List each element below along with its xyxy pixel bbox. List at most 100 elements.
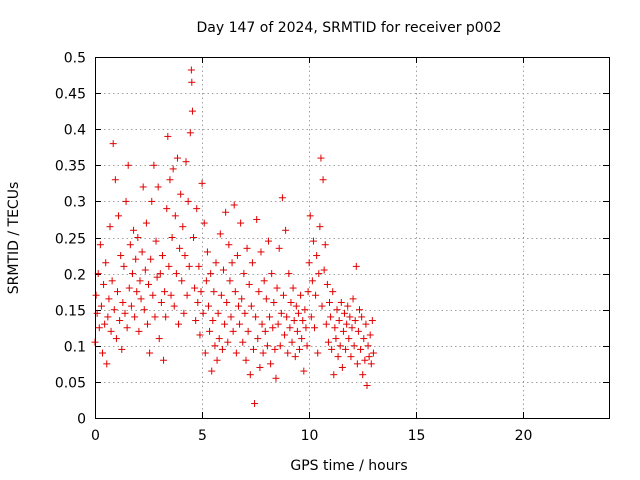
- data-point: [175, 320, 183, 328]
- data-point: [201, 349, 209, 357]
- data-point: [245, 280, 253, 288]
- data-point: [273, 284, 281, 292]
- data-point: [216, 230, 224, 238]
- y-tick-label: 0.4: [64, 123, 86, 139]
- x-axis-label: GPS time / hours: [290, 458, 407, 474]
- data-point: [139, 183, 147, 191]
- data-point: [315, 270, 323, 278]
- x-tick-label: 20: [515, 428, 533, 444]
- data-point: [147, 255, 155, 263]
- data-point: [136, 277, 144, 285]
- y-tick-label: 0.5: [64, 51, 86, 67]
- data-point: [166, 176, 174, 184]
- data-point: [240, 270, 248, 278]
- data-point: [110, 306, 118, 314]
- data-point: [176, 244, 184, 252]
- data-point: [211, 342, 219, 350]
- data-point: [329, 288, 337, 296]
- data-point: [331, 324, 339, 332]
- x-tick-label: 0: [91, 428, 100, 444]
- y-axis-ticks: 0 0.05 0.1 0.15 0.2 0.25 0.3 0.35 0.4 0.45 0.5: [55, 51, 609, 428]
- data-point: [126, 241, 134, 249]
- data-point: [109, 140, 117, 148]
- data-point: [296, 345, 304, 353]
- data-point: [154, 183, 162, 191]
- data-point: [322, 320, 330, 328]
- x-tick-label: 5: [198, 428, 207, 444]
- data-point: [93, 309, 101, 317]
- data-point: [132, 255, 140, 263]
- data-point: [253, 215, 261, 223]
- data-point: [301, 306, 309, 314]
- data-point: [153, 273, 161, 281]
- data-point: [167, 291, 175, 299]
- data-point: [194, 298, 202, 306]
- data-point: [215, 335, 223, 343]
- data-point: [172, 270, 180, 278]
- data-point: [156, 270, 164, 278]
- data-point: [326, 298, 334, 306]
- data-point: [248, 259, 256, 267]
- data-point: [251, 400, 259, 408]
- x-axis-ticks: 0 5 10 15 20: [91, 57, 532, 444]
- data-point: [242, 356, 250, 364]
- data-point: [330, 371, 338, 379]
- data-point: [277, 309, 285, 317]
- data-point: [332, 335, 340, 343]
- data-point: [269, 324, 277, 332]
- data-point: [164, 132, 172, 140]
- data-point: [334, 353, 342, 361]
- data-point: [368, 317, 376, 325]
- data-point: [119, 298, 127, 306]
- data-point: [327, 313, 335, 321]
- data-point: [102, 259, 110, 267]
- data-point: [213, 356, 221, 364]
- data-point: [357, 345, 365, 353]
- data-point: [127, 302, 135, 310]
- data-point: [351, 317, 359, 325]
- data-point: [181, 252, 189, 260]
- data-point: [338, 363, 346, 371]
- data-point: [261, 327, 269, 335]
- data-point: [203, 248, 211, 256]
- data-point: [158, 252, 166, 260]
- y-tick-label: 0.25: [55, 232, 86, 248]
- data-point: [336, 342, 344, 350]
- data-point: [267, 360, 275, 368]
- data-point: [321, 241, 329, 249]
- data-point: [117, 252, 125, 260]
- data-point: [237, 219, 245, 227]
- data-point: [266, 313, 274, 321]
- data-point: [256, 363, 264, 371]
- data-point: [341, 309, 349, 317]
- data-point: [275, 244, 283, 252]
- data-point: [299, 317, 307, 325]
- data-point: [208, 367, 216, 375]
- data-point: [104, 313, 112, 321]
- data-point: [100, 280, 108, 288]
- data-point: [140, 306, 148, 314]
- data-point: [244, 327, 252, 335]
- data-point: [226, 277, 234, 285]
- data-point: [177, 190, 185, 198]
- data-point: [223, 298, 231, 306]
- data-point: [122, 197, 130, 205]
- data-point: [130, 226, 138, 234]
- data-point: [207, 270, 215, 278]
- data-point: [230, 201, 238, 209]
- data-point: [347, 353, 355, 361]
- data-point: [360, 335, 368, 343]
- data-point: [97, 302, 105, 310]
- data-point: [346, 313, 354, 321]
- data-point: [178, 277, 186, 285]
- data-point: [364, 342, 372, 350]
- data-point: [313, 252, 321, 260]
- data-point: [279, 291, 287, 299]
- data-point: [246, 371, 254, 379]
- data-point: [255, 288, 263, 296]
- data-point: [185, 262, 193, 270]
- data-point: [286, 324, 294, 332]
- data-point: [124, 161, 132, 169]
- y-tick-label: 0: [77, 412, 86, 428]
- data-point: [221, 320, 229, 328]
